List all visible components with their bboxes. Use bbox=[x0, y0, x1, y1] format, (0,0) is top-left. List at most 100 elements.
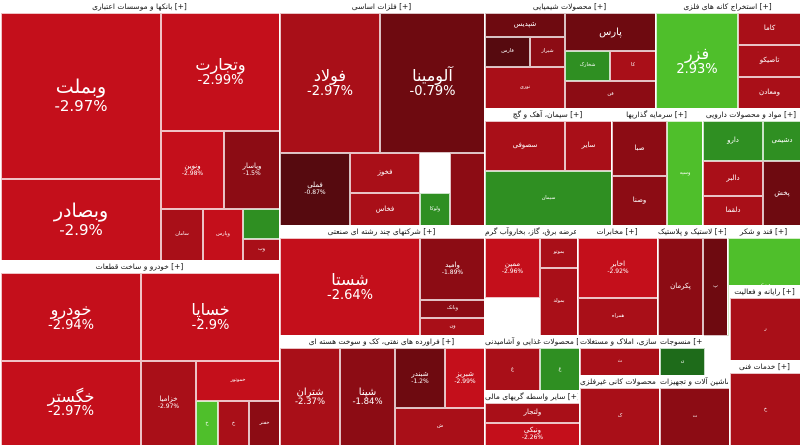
stock-tile[interactable]: فخوز bbox=[350, 153, 420, 193]
stock-tile[interactable]: ونوین -2.98% bbox=[161, 131, 224, 209]
stock-tile[interactable]: پ bbox=[703, 238, 728, 336]
sector-title[interactable]: مخابرات [+] bbox=[578, 226, 656, 238]
stock-tile[interactable]: ش bbox=[395, 408, 485, 445]
stock-tile[interactable]: فملی -0.87% bbox=[280, 153, 350, 226]
sector-title[interactable]: فراورده های نفتی، کک و سوخت هسته ای [+] bbox=[280, 336, 483, 348]
sector-title[interactable]: محصولات غذایی و آشامیدنی [+] bbox=[485, 336, 578, 348]
stock-tile[interactable]: صبا bbox=[612, 121, 667, 176]
stock-tile[interactable]: خ bbox=[730, 373, 800, 445]
stock-tile[interactable]: ولوکا bbox=[420, 193, 450, 226]
stock-tile[interactable]: شستا -2.64% bbox=[280, 238, 420, 336]
stock-tile[interactable]: ون bbox=[420, 318, 485, 336]
stock-tile[interactable]: وپاسار -1.5% bbox=[224, 131, 280, 209]
stock-symbol: ک bbox=[617, 413, 623, 420]
stock-tile[interactable]: نوری-2.76% bbox=[485, 67, 565, 109]
stock-tile[interactable]: شبندر -1.2% bbox=[395, 348, 445, 408]
sector-title[interactable]: خدمات فنی [+] bbox=[730, 361, 799, 373]
stock-tile[interactable]: پکرمان bbox=[658, 238, 703, 336]
stock-tile[interactable]: خساپا -2.9% bbox=[141, 273, 280, 361]
stock-tile[interactable]: وب bbox=[243, 239, 280, 261]
stock-tile[interactable]: پارس bbox=[565, 13, 656, 51]
stock-tile[interactable]: شیراز bbox=[530, 37, 565, 67]
stock-tile[interactable]: ومعادن bbox=[738, 77, 800, 109]
stock-tile[interactable]: وپارس-3% bbox=[203, 209, 243, 261]
stock-tile[interactable]: ر bbox=[730, 298, 800, 361]
sector-title[interactable]: استخراج کانه های فلزی [+] bbox=[656, 1, 799, 13]
stock-tile[interactable]: واميد -1.89% bbox=[420, 238, 485, 300]
stock-tile[interactable]: وتجارت -2.99% bbox=[161, 13, 280, 131]
stock-tile[interactable]: خ bbox=[196, 401, 218, 445]
sector-title[interactable]: عرضه برق، گاز، بخاروآب گرم [+] bbox=[485, 226, 576, 238]
stock-tile[interactable]: فارس-1.64% bbox=[485, 37, 530, 67]
stock-tile[interactable]: غ bbox=[485, 348, 540, 391]
sector-title[interactable]: رایانه و فعالیت [+] bbox=[730, 286, 799, 298]
stock-tile[interactable]: اخابر -2.92% bbox=[578, 238, 658, 298]
sector-title[interactable]: منسوجات [+] bbox=[660, 336, 703, 348]
sector-title[interactable]: سایر واسطه گریهای مالی [+] bbox=[485, 391, 578, 403]
stock-tile[interactable]: کا bbox=[610, 51, 656, 81]
stock-tile[interactable]: خفنر bbox=[249, 401, 280, 445]
stock-tile[interactable]: شپنا -1.84% bbox=[340, 348, 395, 445]
sector-21: رایانه و فعالیت [+] ر bbox=[729, 285, 800, 361]
stock-tile[interactable]: وصنا bbox=[612, 176, 667, 226]
stock-tile[interactable]: سامان-2.48% bbox=[161, 209, 203, 261]
stock-tile[interactable]: شبریز -2.99% bbox=[445, 348, 485, 408]
stock-tile[interactable]: بمولد bbox=[540, 268, 578, 336]
sector-title[interactable]: لاستیک و پلاستیک [+] bbox=[658, 226, 726, 238]
stock-tile[interactable]: خزامیا -2.97% bbox=[141, 361, 196, 445]
stock-tile[interactable]: ن bbox=[660, 348, 705, 376]
stock-tile[interactable]: ت bbox=[660, 388, 730, 445]
stock-tile[interactable]: خگستر -2.97% bbox=[1, 361, 141, 445]
stock-tile[interactable]: وبانک bbox=[420, 300, 485, 318]
stock-tile[interactable]: سصوفی bbox=[485, 121, 565, 171]
sector-title[interactable]: خودرو و ساخت قطعات [+] bbox=[1, 261, 278, 273]
stock-tile[interactable]: سیمان bbox=[485, 171, 612, 226]
stock-tile[interactable]: کاما bbox=[738, 13, 800, 45]
sector-title[interactable]: قند و شکر [+] bbox=[728, 226, 799, 238]
stock-tile[interactable] bbox=[450, 153, 485, 226]
sector-title[interactable]: سیمان، آهک و گچ [+] bbox=[485, 109, 610, 121]
stock-tile[interactable]: فزر 2.93% bbox=[656, 13, 738, 109]
stock-tile[interactable]: وبملت -2.97% bbox=[1, 13, 161, 179]
stock-tile[interactable]: دشیمی bbox=[763, 121, 800, 161]
stock-tile[interactable]: ث bbox=[580, 348, 660, 376]
stock-tile[interactable]: فن bbox=[565, 81, 656, 109]
stock-tile[interactable]: غ bbox=[540, 348, 580, 391]
sector-8: سیمان، آهک و گچ [+] سصوفی سایر سیمان bbox=[484, 108, 612, 226]
stock-symbol: پکرمان bbox=[670, 282, 691, 291]
stock-tile[interactable]: شپدیس bbox=[485, 13, 565, 37]
stock-tile[interactable]: فولاد -2.97% bbox=[280, 13, 380, 153]
sector-title[interactable]: انبوه سازی، املاک و مستغلات [+] bbox=[580, 336, 658, 348]
stock-tile[interactable]: خودرو -2.94% bbox=[1, 273, 141, 361]
stock-tile[interactable]: دارو bbox=[703, 121, 763, 161]
stock-tile[interactable]: ولتجار bbox=[485, 403, 580, 423]
sector-title[interactable]: مواد و محصولات دارویی [+] bbox=[703, 109, 799, 121]
sector-title[interactable]: سایر محصولات کانی غیرفلزی [+] bbox=[580, 376, 658, 388]
stock-tile[interactable]: آلومینا -0.79% bbox=[380, 13, 485, 153]
stock-tile[interactable]: بموتو bbox=[540, 238, 578, 268]
sector-title[interactable]: فلزات اساسی [+] bbox=[280, 1, 483, 13]
stock-change: -0.87% bbox=[304, 189, 326, 197]
stock-tile[interactable] bbox=[243, 209, 280, 239]
stock-tile[interactable]: ممپن -2.96% bbox=[485, 238, 540, 298]
stock-tile[interactable]: فخاس bbox=[350, 193, 420, 226]
stock-tile[interactable]: ونیکی -2.26% bbox=[485, 423, 580, 445]
stock-tile[interactable]: خ bbox=[218, 401, 249, 445]
sector-title[interactable]: سرمایه گذاریها [+] bbox=[612, 109, 701, 121]
stock-tile[interactable]: همراه bbox=[578, 298, 658, 336]
stock-tile[interactable]: خموتور-2.99% bbox=[196, 361, 280, 401]
stock-tile[interactable]: دالبر bbox=[703, 161, 763, 196]
stock-tile[interactable]: وبصادر -2.9% bbox=[1, 179, 161, 261]
stock-tile[interactable]: وسپه bbox=[667, 121, 703, 226]
sector-title[interactable]: شرکتهای چند رشته ای صنعتی [+] bbox=[280, 226, 483, 238]
sector-title[interactable]: محصولات شیمیایی [+] bbox=[485, 1, 654, 13]
sector-title[interactable]: ماشین آلات و تجهیزات [+] bbox=[660, 376, 728, 388]
stock-tile[interactable]: تاصیکو bbox=[738, 45, 800, 77]
stock-tile[interactable]: ک bbox=[580, 388, 660, 445]
stock-tile[interactable]: دلقما bbox=[703, 196, 763, 226]
sector-title[interactable]: بانکها و موسسات اعتباری [+] bbox=[1, 1, 278, 13]
stock-tile[interactable]: سایر bbox=[565, 121, 612, 171]
stock-tile[interactable]: شخارک bbox=[565, 51, 610, 81]
stock-tile[interactable]: پخش bbox=[763, 161, 800, 226]
stock-tile[interactable]: شتران -2.37% bbox=[280, 348, 340, 445]
